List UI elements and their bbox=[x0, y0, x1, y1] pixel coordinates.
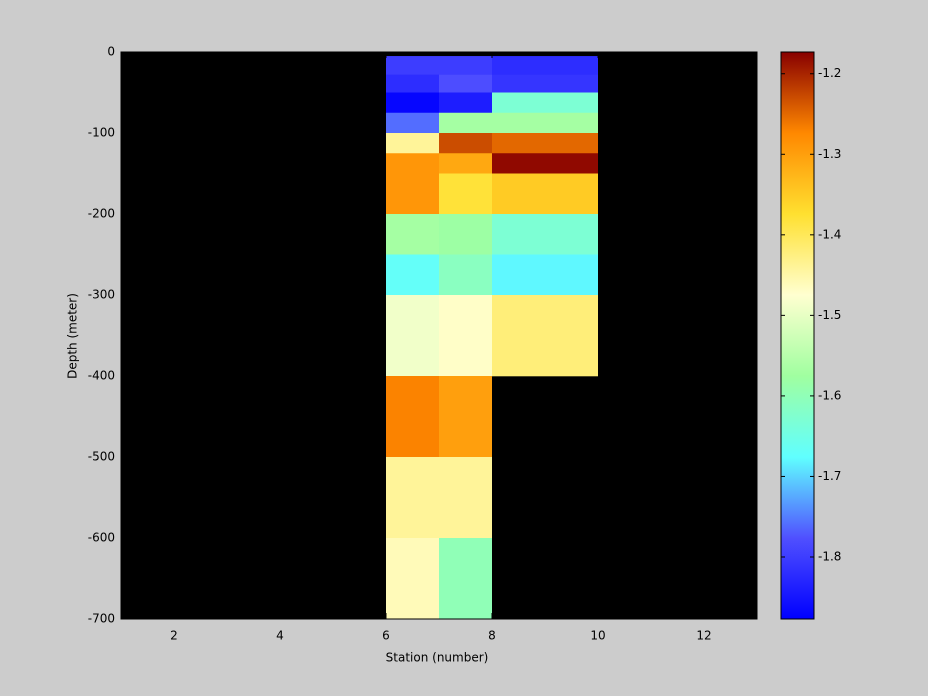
axes-frame bbox=[120, 51, 758, 620]
x-tick-label: 10 bbox=[590, 629, 605, 643]
heatmap-cell bbox=[439, 457, 492, 539]
y-tick-label: -400 bbox=[88, 369, 115, 383]
x-tick-label: 6 bbox=[382, 629, 390, 643]
colorbar-tick-label: -1.3 bbox=[818, 147, 841, 161]
y-tick-label: -100 bbox=[88, 126, 115, 140]
heatmap-cell bbox=[492, 295, 598, 377]
heatmap-cell bbox=[439, 173, 492, 215]
heatmap-cell bbox=[386, 112, 439, 134]
heatmap-cell bbox=[386, 56, 439, 75]
heatmap-cell bbox=[386, 153, 439, 174]
x-tick-label: 12 bbox=[696, 629, 711, 643]
heatmap-cell bbox=[492, 56, 598, 75]
x-axis-label: Station (number) bbox=[386, 651, 489, 665]
heatmap-cell bbox=[386, 214, 439, 255]
y-tick-label: 0 bbox=[107, 45, 115, 59]
heatmap-cell bbox=[386, 295, 439, 377]
colorbar-tick-label: -1.6 bbox=[818, 388, 841, 402]
colorbar bbox=[780, 51, 815, 620]
heatmap-cell bbox=[439, 56, 492, 75]
y-tick-label: -200 bbox=[88, 207, 115, 221]
heatmap-cell bbox=[386, 538, 439, 620]
heatmap-cell bbox=[386, 133, 439, 154]
colorbar-tick-label: -1.5 bbox=[818, 308, 841, 322]
heatmap-cell bbox=[386, 254, 439, 296]
heatmap-cell bbox=[439, 538, 492, 620]
x-tick-label: 4 bbox=[276, 629, 284, 643]
heatmap-cell bbox=[492, 133, 598, 154]
heatmap-cell bbox=[439, 92, 492, 114]
heatmap-cell bbox=[439, 295, 492, 377]
heatmap-cell bbox=[386, 92, 439, 114]
y-tick-label: -600 bbox=[88, 531, 115, 545]
heatmap-cell bbox=[492, 153, 598, 174]
heatmap-cell bbox=[492, 74, 598, 93]
x-tick-label: 2 bbox=[170, 629, 178, 643]
heatmap-cell bbox=[492, 173, 598, 215]
colorbar-tick-label: -1.2 bbox=[818, 66, 841, 80]
heatmap-cell bbox=[439, 153, 492, 174]
y-axis-label: Depth (meter) bbox=[66, 293, 80, 379]
heatmap-cell bbox=[439, 133, 492, 154]
y-tick-label: -700 bbox=[88, 612, 115, 626]
heatmap-cell bbox=[439, 74, 492, 93]
heatmap-cell bbox=[386, 376, 439, 458]
heatmap-cell bbox=[492, 112, 598, 134]
heatmap-cell bbox=[386, 173, 439, 215]
heatmap-cell bbox=[439, 376, 492, 458]
heatmap-cell bbox=[492, 92, 598, 114]
heatmap-cell bbox=[439, 214, 492, 255]
heatmap-cell bbox=[386, 457, 439, 539]
heatmap-cell bbox=[492, 214, 598, 255]
colorbar-tick-label: -1.7 bbox=[818, 469, 841, 483]
colorbar-tick-label: -1.8 bbox=[818, 549, 841, 563]
y-tick-label: -500 bbox=[88, 450, 115, 464]
heatmap-cell bbox=[386, 74, 439, 93]
y-tick-label: -300 bbox=[88, 288, 115, 302]
x-tick-label: 8 bbox=[488, 629, 496, 643]
heatmap-cell bbox=[439, 112, 492, 134]
heatmap-cell bbox=[492, 254, 598, 296]
heatmap-cell bbox=[439, 254, 492, 296]
colorbar-tick-label: -1.4 bbox=[818, 227, 841, 241]
